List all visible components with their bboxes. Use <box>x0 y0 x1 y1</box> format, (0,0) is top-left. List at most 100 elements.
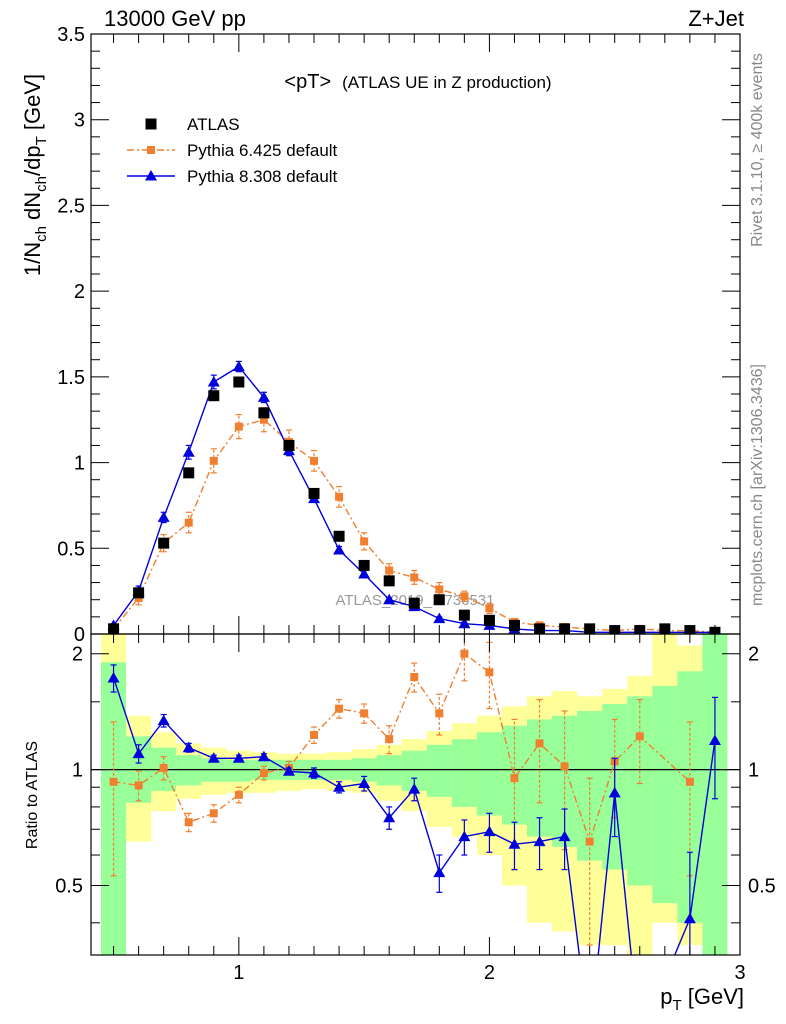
pythia6-ratio-point <box>535 739 544 748</box>
pythia6-ratio-point <box>685 777 694 786</box>
atlas-data-point <box>333 530 345 542</box>
label-subscript: ch <box>33 176 50 192</box>
pythia8-ratio-point <box>558 830 571 842</box>
pythia6-ratio-point <box>259 768 268 777</box>
pythia8-main-point <box>458 617 471 629</box>
pythia6-ratio-point <box>585 837 594 846</box>
ratio-panel-frame <box>90 633 741 956</box>
atlas-data-point <box>408 597 420 609</box>
pythia8-main-point <box>207 376 220 387</box>
main-ytick-label: 2 <box>74 281 85 303</box>
pythia8-ratio-point <box>282 765 295 776</box>
pythia8-main-point <box>433 612 446 624</box>
pythia6-ratio-point <box>410 672 419 681</box>
label-text: p <box>660 984 672 1009</box>
pythia6-ratio-point <box>460 649 469 658</box>
pythia6-main-point <box>410 573 419 582</box>
legend: ATLAS Pythia 6.425 default Pythia 8.308 de… <box>127 115 338 186</box>
pythia8-main-point <box>182 446 195 457</box>
pythia8-ratio-line <box>112 677 716 955</box>
ratio-ytick-label: 1 <box>72 760 83 782</box>
uncertainty-band-green <box>451 739 477 807</box>
atlas-data-point <box>383 575 395 587</box>
label-text: 1/N <box>20 242 45 276</box>
legend-label: Pythia 8.308 default <box>187 167 338 186</box>
pythia6-ratio-point <box>134 781 143 790</box>
atlas-data-point <box>258 407 270 419</box>
atlas-data-point <box>158 537 170 549</box>
pythia6-ratio-point <box>635 732 644 741</box>
pythia8-ratio-point <box>608 786 621 798</box>
pythia6-ratio-point <box>109 777 118 786</box>
pythia6-main-point <box>184 518 193 527</box>
x-tick-label: 2 <box>484 962 495 984</box>
ratio-ytick-label-right: 0.5 <box>748 876 776 898</box>
ratio-ytick-label: 0.5 <box>55 876 83 898</box>
pythia8-ratio-point <box>383 811 396 823</box>
pythia8-ratio-point <box>308 766 321 778</box>
main-ytick-label: 3 <box>74 110 85 132</box>
pythia8-main-point <box>333 544 346 555</box>
pythia6-ratio-point <box>159 763 168 772</box>
pythia8-main-point <box>383 593 396 605</box>
ratio-ytick-label: 2 <box>72 644 83 666</box>
label-subscript: ch <box>33 226 50 242</box>
pythia6-ratio-point <box>184 818 193 827</box>
label-subscript: T <box>33 136 50 145</box>
atlas-data-point <box>233 376 245 388</box>
uncertainty-band-green <box>627 696 653 886</box>
main-title-text: <pT> <box>284 71 331 93</box>
ratio-ytick-label-right: 2 <box>748 644 759 666</box>
pythia8-ratio-point <box>458 830 471 842</box>
pythia8-main-point <box>232 360 245 372</box>
pythia6-ratio-point <box>234 790 243 799</box>
legend-label: Pythia 6.425 default <box>187 141 338 160</box>
header-energy-label: 13000 GeV pp <box>104 6 246 31</box>
pythia8-ratio-point <box>107 671 120 683</box>
rivet-version-label: Rivet 3.1.10, ≥ 400k events <box>749 53 766 247</box>
pythia8-ratio-point <box>408 783 421 794</box>
x-tick-label: 1 <box>233 962 244 984</box>
pythia8-ratio-point <box>533 835 546 847</box>
main-ytick-label: 1 <box>74 453 85 475</box>
main-ytick-label: 2.5 <box>57 195 85 217</box>
pythia6-ratio-point <box>385 735 394 744</box>
x-axis-label: pT​ [GeV] <box>660 984 744 1014</box>
label-text: [GeV] <box>682 984 744 1009</box>
atlas-data-point <box>308 487 320 499</box>
legend-marker <box>145 118 157 130</box>
atlas-data-point <box>458 609 470 621</box>
pythia8-ratio-point <box>207 752 220 763</box>
pythia6-ratio-point <box>335 704 344 713</box>
pythia8-ratio-point <box>182 741 195 753</box>
pythia6-main-point <box>259 415 268 424</box>
pythia6-main-point <box>460 592 469 601</box>
atlas-data-point <box>208 390 220 402</box>
ratio-ylabel: Ratio to ATLAS <box>24 741 41 849</box>
pythia6-main-point <box>385 566 394 575</box>
pythia6-ratio-point <box>209 809 218 818</box>
uncertainty-band-green <box>101 662 127 955</box>
pythia8-ratio-point <box>508 838 521 849</box>
label-text: [GeV] <box>20 74 45 136</box>
uncertainty-band-green <box>577 710 603 861</box>
uncertainty-band-green <box>476 732 502 816</box>
pythia8-ratio-point <box>132 747 145 759</box>
pythia6-ratio-point <box>510 774 519 783</box>
uncertainty-band-green <box>527 719 553 837</box>
pythia6-ratio-point <box>435 709 444 718</box>
pythia6-main-point <box>209 456 218 465</box>
uncertainty-band-green <box>176 755 202 786</box>
pythia8-ratio-point <box>708 734 721 746</box>
pythia8-ratio-point <box>433 866 446 878</box>
uncertainty-band-green <box>226 759 252 782</box>
pythia8-ratio-point <box>157 714 170 726</box>
pythia8-ratio-point <box>232 752 245 763</box>
main-ytick-label: 3.5 <box>57 24 85 46</box>
pythia6-main-point <box>435 585 444 594</box>
legend-label: ATLAS <box>187 115 240 134</box>
atlas-data-point <box>133 587 145 599</box>
pythia6-ratio-point <box>360 709 369 718</box>
pythia6-main-point <box>485 604 494 613</box>
